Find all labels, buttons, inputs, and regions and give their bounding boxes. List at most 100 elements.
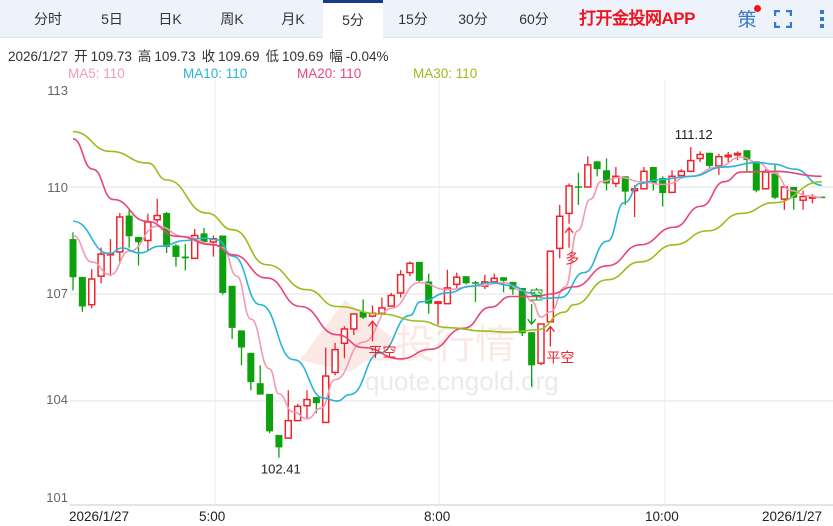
- tab-3[interactable]: 日K: [158, 11, 182, 27]
- candle: [181, 244, 189, 271]
- x-tick-label: 2026/1/27: [762, 509, 823, 524]
- candle: [471, 280, 479, 302]
- tab-6[interactable]: 5分: [323, 0, 383, 38]
- candle: [219, 235, 227, 295]
- tab-1[interactable]: 分时: [34, 11, 62, 27]
- candle-body: [153, 214, 161, 221]
- tab-7[interactable]: 15分: [398, 11, 428, 27]
- y-tick-label: 107: [46, 286, 68, 301]
- candle: [780, 186, 789, 210]
- candle-body: [640, 170, 648, 190]
- candle: [78, 276, 86, 312]
- candle: [659, 176, 667, 207]
- ohlc-info-bar: 2026/1/27 开 109.73 高 109.73 收 109.69 低 109.69 幅 -0…: [8, 45, 395, 65]
- candle-body: [761, 171, 770, 190]
- candle-body: [275, 434, 283, 448]
- candle: [368, 305, 377, 318]
- x-tick-label: 2026/1/27: [69, 509, 130, 524]
- candle-body: [715, 155, 723, 167]
- candle-body: [387, 294, 395, 307]
- candle: [87, 269, 96, 309]
- candle-body: [724, 154, 732, 158]
- candle-body: [237, 330, 245, 348]
- candle: [331, 342, 339, 376]
- candle-body: [116, 216, 124, 253]
- tab-4[interactable]: 周K: [220, 11, 244, 27]
- candle: [612, 167, 620, 187]
- strategy-icon[interactable]: 策: [735, 0, 761, 37]
- arrow-down-icon: [527, 304, 537, 326]
- fullscreen-icon[interactable]: [772, 0, 794, 37]
- candle-body: [471, 282, 479, 284]
- max-price-label: 111.12: [675, 127, 713, 142]
- open-app-link[interactable]: 打开金投网APP: [579, 9, 695, 28]
- candle: [462, 276, 470, 285]
- candle-body: [462, 276, 470, 284]
- candle: [256, 365, 264, 395]
- candle-body: [87, 278, 96, 306]
- info-date: 2026/1/27: [8, 49, 69, 64]
- candle-body: [500, 277, 508, 281]
- candle: [518, 287, 526, 337]
- candle-body: [518, 287, 526, 334]
- candle-body: [256, 383, 264, 395]
- candle-body: [284, 419, 293, 439]
- tab-5[interactable]: 月K: [281, 11, 305, 27]
- trade-signals: 平空 空平空 多: [368, 226, 579, 367]
- candle: [453, 272, 461, 288]
- ma-lines: [72, 130, 822, 420]
- min-price-label: 102.41: [261, 462, 301, 477]
- candle-body: [453, 276, 461, 286]
- ma5-legend: MA5: 110: [68, 66, 125, 81]
- watermark: 金投行情 quote.cngold.org: [300, 300, 559, 396]
- candle-body: [705, 152, 713, 166]
- y-tick-label: 113: [47, 83, 68, 98]
- candle: [406, 261, 414, 277]
- candle-body: [528, 332, 536, 366]
- candle: [69, 232, 77, 291]
- grid: [70, 80, 833, 506]
- y-tick-label: 110: [47, 180, 68, 195]
- candle: [284, 390, 293, 439]
- strategy-label: 策: [737, 10, 757, 31]
- candle-body: [69, 239, 77, 278]
- more-vertical-icon[interactable]: [815, 0, 829, 37]
- candle-body: [771, 172, 779, 198]
- arrow-up-icon: [545, 325, 555, 347]
- candle-body: [331, 348, 339, 374]
- notification-dot: [754, 5, 761, 12]
- candle: [743, 150, 751, 172]
- candle: [443, 269, 452, 305]
- candle-body: [443, 287, 452, 305]
- candle: [247, 352, 255, 391]
- candle: [630, 185, 639, 217]
- change-value: -0.04%: [345, 49, 389, 64]
- high-value: 109.73: [154, 49, 196, 64]
- arrow-up-icon: [368, 320, 378, 342]
- candle: [771, 164, 779, 200]
- candle-body: [190, 234, 199, 260]
- candle: [190, 229, 199, 260]
- candle: [649, 167, 657, 191]
- tab-8[interactable]: 30分: [458, 11, 488, 27]
- tab-2[interactable]: 5日: [101, 11, 123, 27]
- signal-marker: 多: [564, 226, 579, 268]
- candle: [481, 274, 489, 290]
- x-tick-label: 8:00: [424, 509, 451, 524]
- ma30-line: [72, 130, 822, 333]
- candle: [434, 301, 442, 325]
- candle: [565, 183, 573, 224]
- candle-body: [790, 187, 798, 198]
- candle: [715, 153, 723, 175]
- signal-label: 多: [565, 251, 579, 268]
- candle-body: [135, 236, 143, 243]
- candle-body: [228, 285, 236, 328]
- candle: [528, 332, 536, 387]
- candle: [125, 210, 133, 248]
- candle-body: [266, 393, 274, 432]
- candle-body: [219, 235, 227, 293]
- tab-9[interactable]: 60分: [519, 11, 549, 27]
- period-tab-bar: 分时 5日 日K 周K 月K 5分 15分 30分 60分 打开金投网APP 策: [0, 0, 833, 38]
- watermark-url: quote.cngold.org: [365, 366, 559, 396]
